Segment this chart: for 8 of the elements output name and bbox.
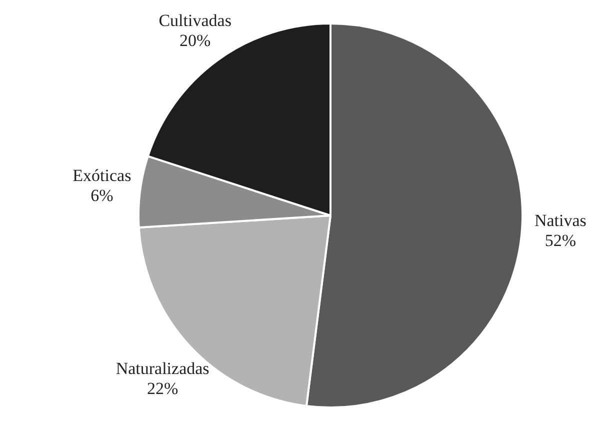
slice-label: Exóticas	[72, 166, 132, 186]
data-label: 52%	[544, 230, 576, 250]
slice-label: Naturalizadas	[116, 358, 210, 378]
slice-label: Cultivadas	[158, 11, 232, 30]
data-label: 22%	[146, 378, 178, 398]
slice-label: Nativas	[534, 210, 586, 230]
data-label: 20%	[179, 31, 211, 50]
data-label: 6%	[90, 186, 114, 206]
